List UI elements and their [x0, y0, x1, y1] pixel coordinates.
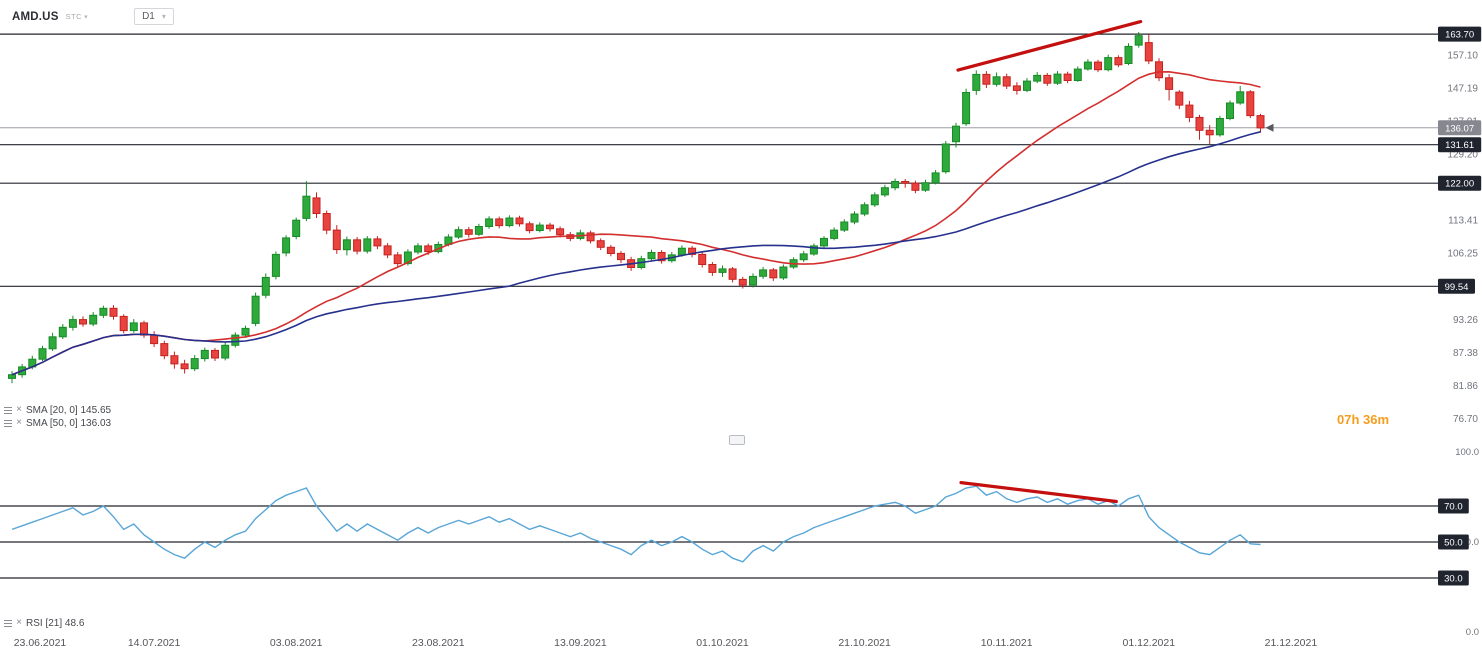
svg-text:10.11.2021: 10.11.2021: [981, 637, 1033, 649]
svg-text:106.25: 106.25: [1447, 249, 1478, 260]
indicator-settings-icon[interactable]: [4, 406, 12, 414]
indicator-settings-icon[interactable]: [4, 619, 12, 627]
rsi-legend-row: × RSI [21] 48.6: [4, 617, 84, 629]
svg-text:23.06.2021: 23.06.2021: [14, 637, 67, 649]
sma20-legend-row: × SMA [20, 0] 145.65: [4, 404, 111, 416]
level-price-badge: 131.61: [1438, 137, 1482, 153]
indicator-remove-icon[interactable]: ×: [16, 404, 22, 415]
candle-countdown: 07h 36m: [1337, 412, 1390, 427]
svg-text:113.41: 113.41: [1448, 216, 1478, 227]
svg-text:13.09.2021: 13.09.2021: [554, 637, 607, 649]
svg-text:100.0: 100.0: [1455, 447, 1479, 458]
last-price-marker-icon: [1265, 123, 1274, 132]
trendline: [959, 481, 1118, 504]
svg-text:21.12.2021: 21.12.2021: [1265, 637, 1318, 649]
svg-text:136.07: 136.07: [1445, 123, 1474, 134]
level-price-badge: 122.00: [1438, 175, 1482, 191]
level-rsi-badge: 30.0: [1438, 570, 1469, 586]
sma20-line: [11, 70, 1261, 376]
svg-text:76.70: 76.70: [1453, 414, 1478, 425]
rsi-legend-text: RSI [21] 48.6: [26, 618, 84, 629]
indicator-remove-icon[interactable]: ×: [16, 417, 22, 428]
sma50-line: [11, 131, 1261, 376]
svg-text:99.54: 99.54: [1445, 282, 1469, 293]
rsi-line: [11, 485, 1261, 563]
chart-header: AMD.US STC ▾ D1 ▾: [12, 8, 174, 25]
svg-text:14.07.2021: 14.07.2021: [128, 637, 181, 649]
svg-text:122.00: 122.00: [1445, 179, 1474, 190]
svg-text:87.38: 87.38: [1453, 348, 1478, 359]
svg-text:01.10.2021: 01.10.2021: [696, 637, 749, 649]
indicator-settings-icon[interactable]: [4, 419, 12, 427]
svg-text:23.08.2021: 23.08.2021: [412, 637, 465, 649]
rsi-value: 48.6: [64, 617, 85, 629]
sma20-label: SMA [20, 0]: [26, 404, 78, 416]
svg-text:81.86: 81.86: [1453, 381, 1478, 392]
svg-text:147.19: 147.19: [1447, 84, 1478, 95]
sma50-legend-text: SMA [50, 0] 136.03: [26, 418, 111, 429]
market-caret-icon: ▾: [84, 13, 89, 21]
trendline: [956, 20, 1143, 72]
svg-text:30.0: 30.0: [1444, 574, 1463, 585]
level-rsi-badge: 50.0: [1438, 534, 1469, 550]
sma20-value: 145.65: [80, 404, 112, 416]
trendlines[interactable]: [956, 20, 1143, 504]
svg-text:129.20: 129.20: [1447, 150, 1478, 161]
pane-resize-handle[interactable]: [729, 435, 745, 445]
level-rsi-badge: 70.0: [1438, 498, 1469, 514]
time-axis[interactable]: 23.06.2021 14.07.2021 03.08.2021 23.08.2021…: [14, 637, 1318, 649]
sma20-legend-text: SMA [20, 0] 145.65: [26, 405, 111, 416]
market-tag[interactable]: STC ▾: [66, 12, 89, 21]
svg-text:0.0: 0.0: [1466, 627, 1479, 638]
rsi-pane-legend: × RSI [21] 48.6: [4, 617, 84, 630]
svg-text:01.12.2021: 01.12.2021: [1123, 637, 1176, 649]
svg-text:21.10.2021: 21.10.2021: [838, 637, 891, 649]
horizontal-levels[interactable]: [0, 33, 1438, 579]
indicator-remove-icon[interactable]: ×: [16, 617, 22, 628]
svg-text:03.08.2021: 03.08.2021: [270, 637, 323, 649]
sma50-value: 136.03: [80, 417, 112, 429]
level-price-badge: 99.54: [1438, 278, 1475, 294]
sma50-label: SMA [50, 0]: [26, 417, 78, 429]
level-price-badge: 163.70: [1438, 26, 1482, 42]
svg-text:131.61: 131.61: [1445, 140, 1474, 151]
market-tag-label: STC: [65, 12, 83, 21]
current-price-badge: 136.07: [1438, 120, 1482, 136]
svg-text:93.26: 93.26: [1453, 315, 1478, 326]
symbol-label[interactable]: AMD.US: [12, 10, 59, 23]
svg-text:163.70: 163.70: [1445, 30, 1474, 41]
candlestick-series: [8, 32, 1265, 384]
price-pane-legend: × SMA [20, 0] 145.65 × SMA [50, 0] 136.0…: [4, 404, 111, 430]
svg-text:50.0: 50.0: [1461, 537, 1480, 548]
sma50-legend-row: × SMA [50, 0] 136.03: [4, 417, 111, 429]
svg-text:157.10: 157.10: [1447, 51, 1478, 62]
timeframe-value: D1: [142, 11, 155, 22]
rsi-label: RSI [21]: [26, 617, 63, 629]
svg-text:70.0: 70.0: [1444, 502, 1463, 513]
timeframe-dropdown[interactable]: D1 ▾: [134, 8, 174, 25]
svg-text:50.0: 50.0: [1444, 538, 1463, 549]
timeframe-caret-icon: ▾: [161, 12, 166, 21]
